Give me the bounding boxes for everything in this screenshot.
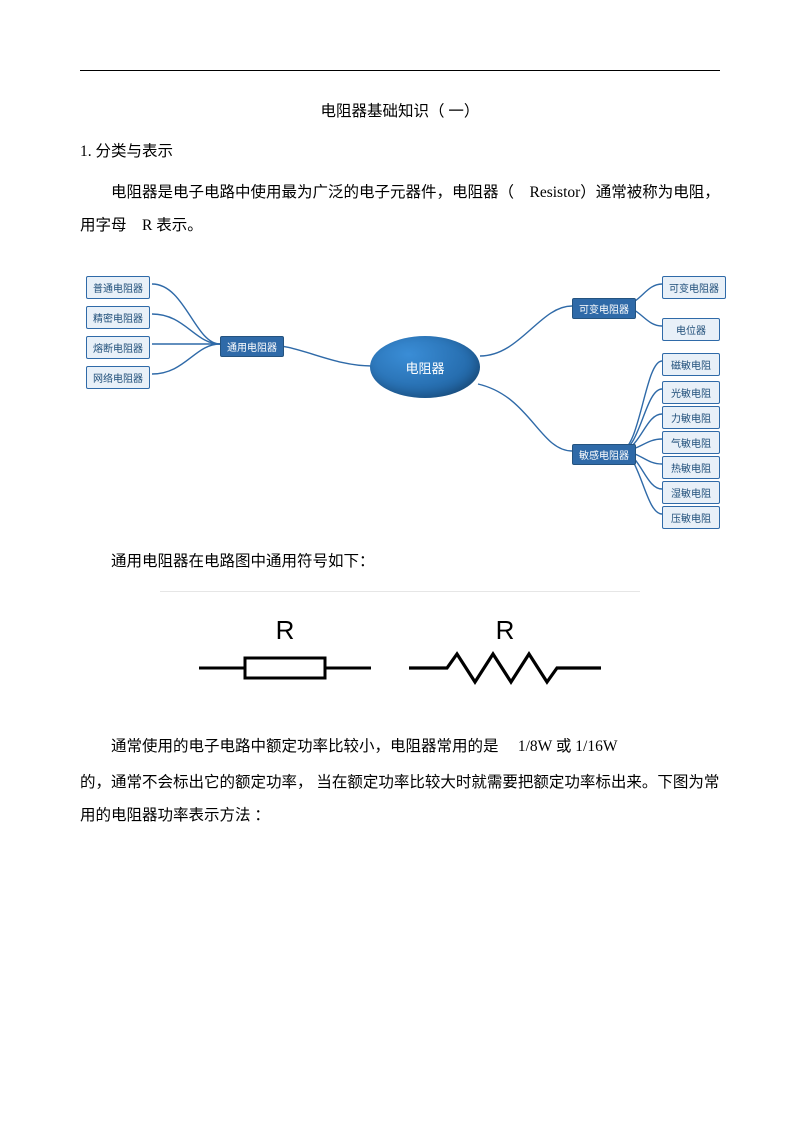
symbol-ansi-label: R [496, 615, 515, 646]
right-b-item-7: 压敏电阻 [662, 506, 720, 529]
resistor-symbols-figure: R R [160, 591, 640, 711]
symbol-iec: R [195, 615, 375, 688]
page-top-rule [80, 70, 720, 71]
right-a-item-2: 电位器 [662, 318, 720, 341]
right-b-item-1: 磁敏电阻 [662, 353, 720, 376]
symbol-caption: 通用电阻器在电路图中通用符号如下： [80, 546, 720, 579]
right-branch-a-label: 可变电阻器 [572, 298, 636, 319]
right-b-item-6: 湿敏电阻 [662, 481, 720, 504]
right-b-item-5: 热敏电阻 [662, 456, 720, 479]
center-node-label: 电阻器 [405, 358, 444, 377]
symbol-iec-label: R [276, 615, 295, 646]
document-title: 电阻器基础知识（ 一） [80, 99, 720, 121]
paragraph-2a: 通常使用的电子电路中额定功率比较小，电阻器常用的是 1/8W 或 1/16W [80, 731, 720, 764]
left-item-1: 普通电阻器 [86, 276, 150, 299]
section-1-heading: 1. 分类与表示 [80, 139, 720, 161]
left-branch-label: 通用电阻器 [220, 336, 284, 357]
left-item-3: 熔断电阻器 [86, 336, 150, 359]
paragraph-2b: 的，通常不会标出它的额定功率， 当在额定功率比较大时就需要把额定功率标出来。下图… [80, 767, 720, 832]
left-item-4: 网络电阻器 [86, 366, 150, 389]
right-b-item-4: 气敏电阻 [662, 431, 720, 454]
intro-paragraph: 电阻器是电子电路中使用最为广泛的电子元器件，电阻器（ Resistor）通常被称… [80, 177, 720, 242]
right-branch-b-label: 敏感电阻器 [572, 444, 636, 465]
right-b-item-2: 光敏电阻 [662, 381, 720, 404]
symbol-ansi-svg [405, 648, 605, 688]
resistor-mindmap: 普通电阻器 精密电阻器 熔断电阻器 网络电阻器 通用电阻器 电阻器 可变电阻器 … [80, 256, 720, 536]
symbol-ansi: R [405, 615, 605, 688]
left-item-2: 精密电阻器 [86, 306, 150, 329]
symbol-iec-svg [195, 648, 375, 688]
center-node: 电阻器 [370, 336, 480, 398]
right-a-item-1: 可变电阻器 [662, 276, 726, 299]
right-b-item-3: 力敏电阻 [662, 406, 720, 429]
